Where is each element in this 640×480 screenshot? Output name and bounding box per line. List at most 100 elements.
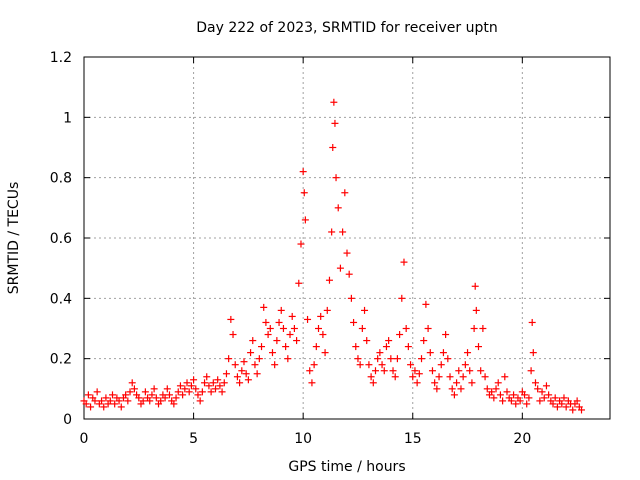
data-point bbox=[376, 349, 384, 357]
data-point bbox=[350, 318, 358, 326]
data-point bbox=[251, 361, 259, 369]
data-point bbox=[183, 379, 191, 387]
data-point bbox=[295, 279, 303, 287]
x-tick-labels: 0 5 10 15 20 bbox=[80, 431, 532, 447]
data-point bbox=[323, 306, 331, 314]
data-point bbox=[385, 337, 393, 345]
data-point bbox=[507, 397, 515, 405]
data-point bbox=[124, 397, 132, 405]
data-point bbox=[472, 306, 480, 314]
y-axis-title: SRMTID / TECUs bbox=[6, 182, 22, 295]
data-point bbox=[284, 355, 292, 363]
data-point bbox=[216, 382, 224, 390]
x-tick-label: 0 bbox=[80, 431, 89, 447]
data-point bbox=[490, 394, 498, 402]
data-point bbox=[521, 391, 529, 399]
data-point bbox=[122, 391, 130, 399]
y-tick-label: 0 bbox=[63, 412, 72, 428]
x-tick-label: 5 bbox=[189, 431, 198, 447]
data-point bbox=[369, 379, 377, 387]
data-point bbox=[227, 315, 235, 323]
data-point bbox=[286, 331, 294, 339]
data-point bbox=[271, 361, 279, 369]
data-point bbox=[330, 98, 338, 106]
data-point bbox=[165, 391, 173, 399]
data-point bbox=[470, 325, 478, 332]
data-point bbox=[102, 394, 110, 402]
data-point bbox=[111, 400, 119, 408]
data-point bbox=[126, 388, 134, 396]
data-point bbox=[176, 382, 184, 390]
data-point bbox=[431, 379, 439, 387]
data-point bbox=[117, 403, 125, 411]
data-point bbox=[229, 331, 237, 339]
data-point bbox=[446, 373, 454, 381]
data-point bbox=[319, 331, 327, 339]
data-point bbox=[475, 343, 482, 351]
data-point bbox=[205, 382, 213, 390]
data-point bbox=[331, 119, 339, 127]
data-point bbox=[275, 318, 283, 326]
data-point bbox=[464, 349, 472, 357]
data-point bbox=[343, 249, 351, 257]
data-point bbox=[233, 373, 241, 381]
chart-title: Day 222 of 2023, SRMTID for receiver upt… bbox=[196, 20, 498, 36]
data-point bbox=[450, 391, 458, 399]
data-point bbox=[534, 385, 542, 393]
data-point bbox=[461, 361, 469, 369]
data-point bbox=[516, 397, 524, 405]
data-point bbox=[529, 349, 537, 357]
data-point bbox=[279, 325, 287, 332]
data-point bbox=[115, 397, 123, 405]
data-point bbox=[503, 388, 511, 396]
data-point bbox=[499, 397, 507, 405]
data-point bbox=[479, 325, 487, 332]
data-point bbox=[262, 318, 270, 326]
data-point bbox=[282, 343, 290, 351]
data-point bbox=[317, 312, 325, 320]
data-point bbox=[553, 403, 561, 411]
data-point bbox=[240, 358, 248, 366]
data-point bbox=[477, 367, 485, 375]
data-point bbox=[358, 325, 366, 332]
data-point bbox=[310, 361, 318, 369]
data-point bbox=[356, 361, 364, 369]
data-point bbox=[264, 331, 272, 339]
data-point bbox=[299, 168, 307, 176]
data-point bbox=[82, 400, 90, 408]
data-point bbox=[442, 331, 450, 339]
y-tick-label: 0.6 bbox=[50, 231, 72, 247]
data-point bbox=[258, 343, 266, 351]
data-point bbox=[551, 394, 559, 402]
data-point bbox=[439, 349, 447, 357]
data-point bbox=[157, 397, 165, 405]
data-point bbox=[236, 379, 244, 387]
data-point bbox=[329, 144, 337, 151]
data-point bbox=[393, 355, 401, 363]
data-point bbox=[181, 385, 189, 393]
data-point bbox=[523, 400, 531, 408]
data-point bbox=[457, 385, 465, 393]
data-point bbox=[198, 388, 206, 396]
data-point bbox=[361, 306, 369, 314]
data-point bbox=[525, 394, 533, 402]
data-point bbox=[409, 373, 417, 381]
data-point bbox=[407, 361, 415, 369]
data-point bbox=[501, 373, 509, 381]
data-point bbox=[531, 379, 539, 387]
data-point bbox=[148, 391, 156, 399]
data-point bbox=[347, 294, 355, 302]
data-point bbox=[161, 394, 169, 402]
grid-lines bbox=[84, 57, 610, 419]
data-point bbox=[428, 367, 436, 375]
data-point bbox=[297, 240, 305, 248]
data-point bbox=[380, 367, 388, 375]
data-point bbox=[150, 385, 158, 393]
data-point bbox=[382, 343, 390, 351]
data-point bbox=[98, 397, 106, 405]
x-axis-title: GPS time / hours bbox=[288, 459, 405, 475]
data-point bbox=[185, 388, 193, 396]
data-point bbox=[488, 388, 496, 396]
data-point bbox=[378, 361, 386, 369]
data-point bbox=[560, 394, 568, 402]
